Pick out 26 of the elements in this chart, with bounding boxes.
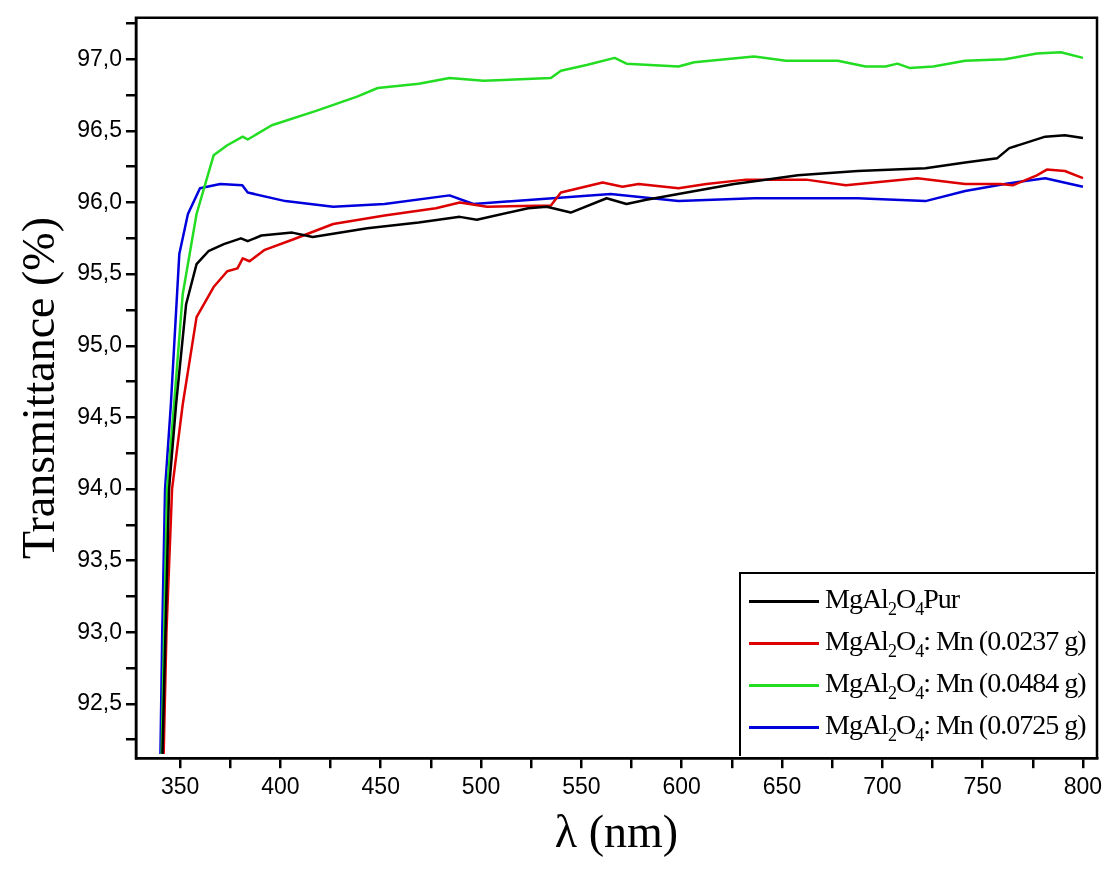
x-tick-label: 700 xyxy=(863,773,902,800)
x-tick-label: 800 xyxy=(1063,773,1103,800)
y-tick-label: 96,0 xyxy=(77,187,122,214)
x-tick-label: 500 xyxy=(461,773,501,800)
x-axis-title: λ (nm) xyxy=(554,806,679,858)
x-tick-label: 350 xyxy=(160,773,200,800)
legend-label: MgAl$_{2}$O$_{4}$: Mn (0.0484 g) xyxy=(825,666,1086,704)
x-tick-label: 450 xyxy=(361,773,400,800)
x-tick-label: 400 xyxy=(261,773,300,800)
y-tick-label: 93,5 xyxy=(77,545,122,572)
y-tick-label: 95,5 xyxy=(77,259,122,286)
y-tick-label: 92,5 xyxy=(77,689,122,716)
y-tick-label: 97,0 xyxy=(77,44,122,71)
y-axis-title: Transmittance (%) xyxy=(12,217,64,559)
y-tick-label: 94,5 xyxy=(77,402,122,429)
y-tick-label: 94,0 xyxy=(77,474,122,501)
x-tick-label: 600 xyxy=(662,773,701,800)
y-tick-label: 93,0 xyxy=(77,617,122,644)
y-tick-label: 96,5 xyxy=(77,116,122,143)
x-tick-label: 750 xyxy=(963,773,1002,800)
legend-label: MgAl$_{2}$O$_{4}$Pur xyxy=(825,582,960,620)
legend-label: MgAl$_{2}$O$_{4}$: Mn (0.0237 g) xyxy=(825,624,1086,662)
x-tick-label: 650 xyxy=(762,773,802,800)
legend-label: MgAl$_{2}$O$_{4}$: Mn (0.0725 g) xyxy=(825,708,1086,746)
x-tick-label: 550 xyxy=(562,773,601,800)
y-tick-label: 95,0 xyxy=(77,331,122,358)
